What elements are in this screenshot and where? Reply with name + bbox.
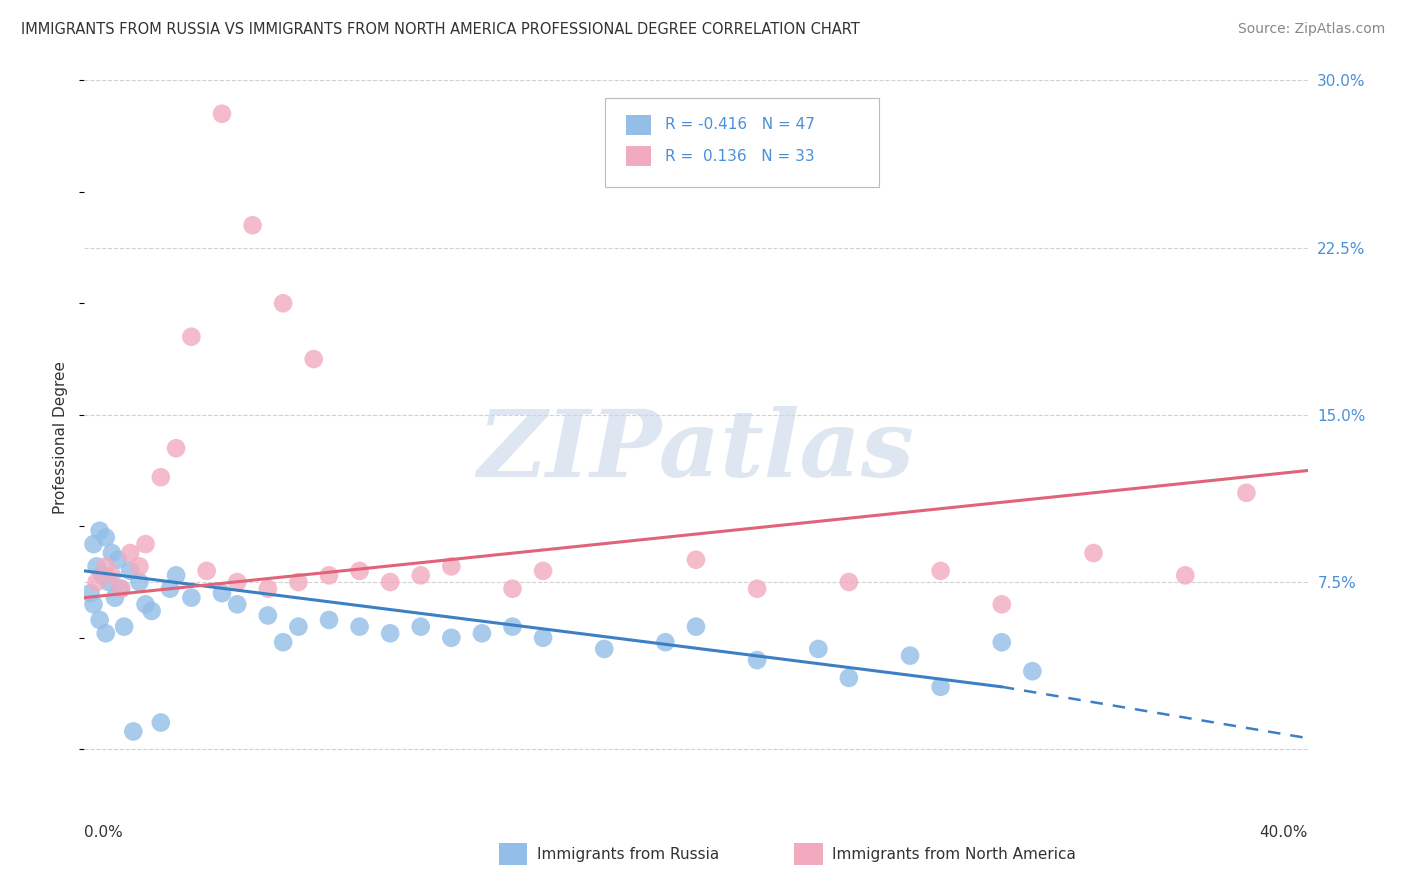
Point <box>531 564 554 578</box>
Point <box>409 619 432 633</box>
Point <box>112 619 135 633</box>
Point <box>107 552 129 567</box>
Point <box>1174 568 1197 582</box>
Point <box>195 564 218 578</box>
Point <box>271 635 294 649</box>
Point <box>91 568 114 582</box>
Text: R =  0.136   N = 33: R = 0.136 N = 33 <box>665 149 814 163</box>
Point <box>685 552 707 567</box>
Point <box>747 582 769 596</box>
Point <box>991 635 1014 649</box>
Point <box>409 568 432 582</box>
Point <box>110 582 132 596</box>
Point <box>747 653 769 667</box>
Point <box>318 613 340 627</box>
Point <box>149 470 172 484</box>
Point <box>135 598 157 612</box>
Point <box>104 591 127 605</box>
Point <box>242 218 264 232</box>
Point <box>991 598 1014 612</box>
Point <box>929 680 952 694</box>
Point <box>120 564 142 578</box>
Point <box>440 559 463 574</box>
Point <box>226 574 249 589</box>
Point <box>79 586 101 600</box>
Point <box>120 546 142 560</box>
Point <box>128 574 150 589</box>
Text: R = -0.416   N = 47: R = -0.416 N = 47 <box>665 118 815 132</box>
Point <box>165 568 187 582</box>
Point <box>654 635 676 649</box>
Point <box>89 524 111 538</box>
Point <box>83 537 105 551</box>
Point <box>159 582 181 596</box>
Text: ZIPatlas: ZIPatlas <box>478 407 914 496</box>
Point <box>89 613 111 627</box>
Point <box>226 598 249 612</box>
Point <box>287 619 309 633</box>
Point <box>149 715 172 730</box>
Point <box>1021 664 1043 679</box>
Text: 40.0%: 40.0% <box>1260 825 1308 840</box>
Point <box>94 530 117 544</box>
Point <box>211 586 233 600</box>
Point <box>349 619 371 633</box>
Text: Source: ZipAtlas.com: Source: ZipAtlas.com <box>1237 22 1385 37</box>
Text: Immigrants from North America: Immigrants from North America <box>832 847 1076 862</box>
Point <box>838 574 860 589</box>
Point <box>94 626 117 640</box>
Point <box>122 724 145 739</box>
Point <box>141 604 163 618</box>
Point <box>1236 485 1258 500</box>
Point <box>380 626 402 640</box>
Point <box>165 442 187 455</box>
Point <box>593 642 616 657</box>
Point <box>318 568 340 582</box>
Point <box>97 574 120 589</box>
Point <box>101 546 124 560</box>
Point <box>531 631 554 645</box>
Point <box>502 619 524 633</box>
Point <box>257 582 280 596</box>
Point <box>271 296 294 310</box>
Point <box>180 591 202 605</box>
Point <box>502 582 524 596</box>
Point <box>380 574 402 589</box>
Text: IMMIGRANTS FROM RUSSIA VS IMMIGRANTS FROM NORTH AMERICA PROFESSIONAL DEGREE CORR: IMMIGRANTS FROM RUSSIA VS IMMIGRANTS FRO… <box>21 22 860 37</box>
Point <box>83 598 105 612</box>
Point <box>86 559 108 574</box>
Point <box>211 106 233 120</box>
Point <box>807 642 830 657</box>
Point <box>349 564 371 578</box>
Point <box>685 619 707 633</box>
Point <box>929 564 952 578</box>
Point <box>110 582 132 596</box>
Point <box>257 608 280 623</box>
Y-axis label: Professional Degree: Professional Degree <box>53 360 69 514</box>
Point <box>101 568 124 582</box>
Point <box>1083 546 1105 560</box>
Point <box>471 626 494 640</box>
Point <box>128 559 150 574</box>
Point <box>94 559 117 574</box>
Point <box>440 631 463 645</box>
Text: Immigrants from Russia: Immigrants from Russia <box>537 847 720 862</box>
Point <box>86 574 108 589</box>
Point <box>898 648 921 663</box>
Point <box>287 574 309 589</box>
Point <box>302 351 325 366</box>
Point <box>180 330 202 344</box>
Text: 0.0%: 0.0% <box>84 825 124 840</box>
Point <box>838 671 860 685</box>
Point <box>135 537 157 551</box>
